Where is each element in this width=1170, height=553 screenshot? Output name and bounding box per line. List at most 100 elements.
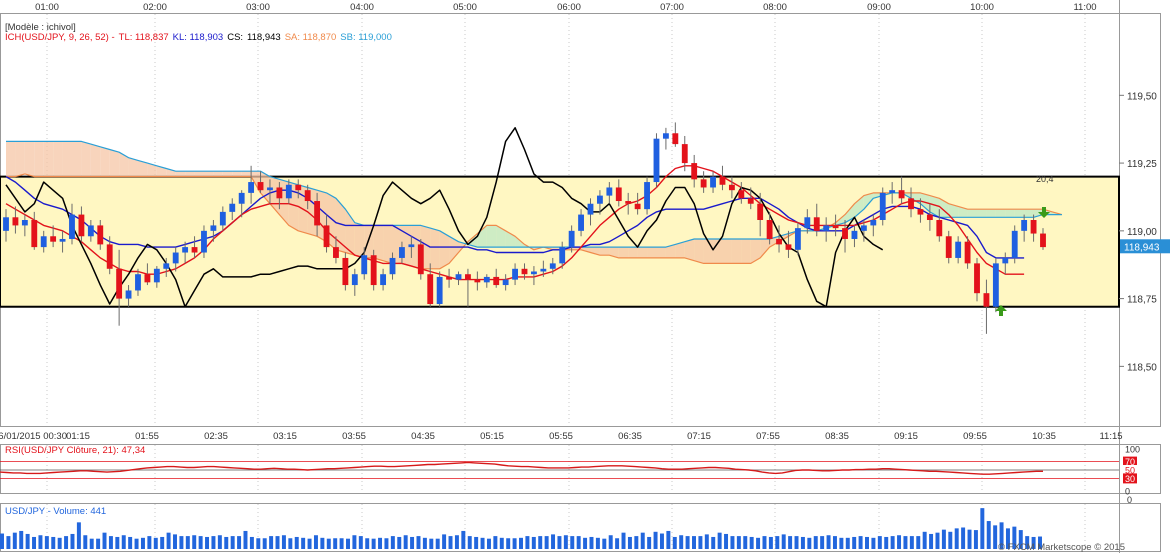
rsi-tick-badge [1123, 465, 1137, 475]
volume-bar [6, 536, 11, 549]
candle-body [370, 255, 377, 286]
cloud-segment [929, 195, 940, 218]
cloud-segment [185, 171, 195, 177]
candle-body [531, 271, 537, 275]
x-tick-label-bottom: 08:35 [825, 431, 849, 442]
volume-bar [583, 537, 588, 549]
volume-bar [294, 536, 299, 549]
x-tick-label-bottom: 03:15 [273, 431, 297, 442]
volume-bar [96, 538, 101, 549]
volume-bar [890, 536, 895, 549]
candle-body [361, 255, 368, 275]
candle-body [78, 214, 85, 237]
candle-body [955, 241, 962, 258]
candle-body [813, 217, 820, 231]
candle-body [908, 198, 914, 210]
cloud-segment [53, 141, 63, 177]
candle-body [964, 241, 971, 264]
cloud-segment [449, 236, 459, 264]
cloud-segment [345, 209, 355, 256]
candle-body [295, 184, 302, 191]
candle-body [248, 182, 255, 193]
cloud-segment [354, 222, 365, 258]
volume-bar [941, 529, 946, 549]
volume-bar [249, 536, 254, 549]
cloud-segment [137, 160, 148, 177]
cloud-segment [967, 209, 978, 218]
cloud-segment [581, 247, 591, 253]
rsi-panel-frame [0, 444, 1161, 494]
volume-bar [692, 536, 696, 549]
volume-bar [44, 536, 49, 549]
cloud-segment [260, 171, 270, 204]
volume-bar [480, 537, 485, 549]
series-line-cs [5, 127, 884, 308]
volume-bar [986, 521, 991, 549]
volume-bar [570, 536, 575, 549]
rsi-line [0, 461, 1043, 475]
volume-bar [1025, 536, 1030, 549]
candle-body [314, 201, 321, 226]
volume-bar [839, 537, 844, 549]
x-tick-label-top: 02:00 [143, 2, 167, 13]
x-tick-label-bottom: 07:15 [687, 431, 711, 442]
x-tick-label-top: 11:00 [1073, 2, 1096, 13]
candle-body [559, 247, 566, 264]
volume-bar [243, 530, 248, 549]
candle-body [172, 252, 179, 264]
cloud-segment [477, 225, 487, 248]
x-tick-label-top: 10:00 [970, 2, 994, 13]
cloud-segment [175, 171, 186, 177]
candle-body [40, 236, 47, 248]
candle-body [21, 220, 28, 226]
candle-body [408, 244, 415, 248]
copyright: © FXCM Marketscope © 2015 [998, 542, 1125, 553]
volume-bar [461, 530, 466, 549]
cloud-segment [335, 198, 346, 253]
volume-bar [781, 534, 786, 549]
x-tick-label-top: 03:00 [246, 2, 270, 13]
candle-body [757, 203, 764, 220]
volume-bar [166, 532, 171, 549]
indicator-legend: ICH(USD/JPY, 9, 26, 52) - TL: 118,837 KL: … [5, 32, 392, 43]
cloud-segment [1024, 209, 1034, 218]
candle-body [323, 225, 330, 248]
volume-bar [704, 534, 709, 549]
cloud-segment [1005, 209, 1015, 218]
x-tick-label-bottom: 05:15 [480, 431, 504, 442]
candle-body [615, 187, 622, 202]
volume-bar [1012, 526, 1017, 549]
cloud-segment [656, 247, 666, 258]
volume-bar [961, 527, 966, 549]
volume-bar [1018, 530, 1023, 549]
volume-bar [378, 537, 383, 549]
volume-bar [153, 537, 158, 549]
candle-body [1040, 233, 1046, 248]
candle-body [691, 163, 698, 180]
candle-body [578, 214, 584, 231]
y-tick-label: 118,50 [1127, 362, 1157, 373]
cloud-segment [599, 247, 610, 256]
x-tick-label-top: 09:00 [867, 2, 891, 13]
candle-body [945, 236, 952, 258]
volume-bar [724, 533, 729, 549]
volume-bar [173, 534, 177, 549]
x-tick-label-bottom: 01:55 [135, 431, 159, 442]
volume-bar [346, 538, 350, 549]
volume-bar [897, 535, 902, 549]
volume-bar [83, 535, 88, 549]
volume-panel-frame [0, 503, 1161, 552]
volume-bar [121, 535, 126, 549]
volume-bar [698, 536, 703, 549]
volume-bar [422, 537, 427, 549]
cloud-segment [81, 141, 91, 177]
candle-body [606, 187, 613, 196]
legend-cs-label: CS: [227, 32, 243, 43]
x-tick-label-bottom: 09:55 [963, 431, 987, 442]
volume-bar [563, 535, 568, 549]
candle-body [201, 230, 207, 253]
volume-bar [634, 536, 639, 549]
cloud-segment [694, 238, 704, 264]
candle-body [144, 274, 151, 283]
